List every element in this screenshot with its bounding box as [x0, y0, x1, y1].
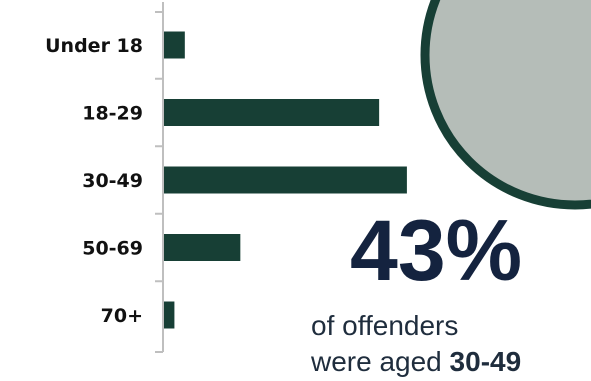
- bar-70-: [164, 301, 175, 329]
- caption-line-1: of offenders: [311, 310, 458, 341]
- y-axis: [155, 2, 164, 353]
- big-stat-value: 43%: [350, 203, 522, 299]
- category-label: 18-29: [82, 103, 143, 125]
- bar-50-69: [164, 234, 241, 261]
- caption-line-2: were aged 30-49: [310, 346, 521, 377]
- category-label: 50-69: [82, 238, 143, 260]
- decorative-circle: [420, 0, 591, 210]
- category-label: Under 18: [45, 35, 143, 57]
- caption-line-2-highlight: 30-49: [450, 346, 522, 377]
- category-label: 70+: [101, 305, 143, 327]
- bar-30-49: [164, 166, 407, 194]
- category-labels: Under 18 18-29 30-49 50-69 70+: [45, 35, 143, 327]
- category-label: 30-49: [82, 170, 143, 192]
- bars: [164, 31, 407, 329]
- bar-18-29: [164, 99, 380, 126]
- bar-under-18: [164, 31, 185, 59]
- caption-line-2-prefix: were aged: [310, 346, 450, 377]
